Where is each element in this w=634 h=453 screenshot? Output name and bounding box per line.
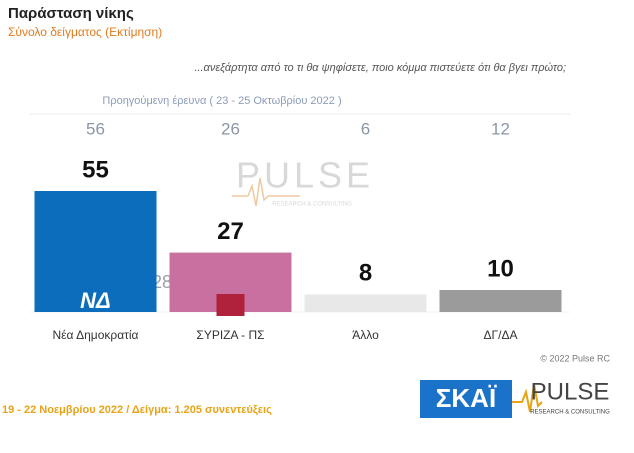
previous-value: 26 bbox=[221, 119, 240, 138]
pollster-logo: PULSE bbox=[531, 378, 610, 405]
x-tick-label: Άλλο bbox=[352, 328, 379, 342]
broadcaster-logo-bg bbox=[420, 380, 512, 418]
x-tick-label: ΣΥΡΙΖΑ - ΠΣ bbox=[196, 328, 264, 342]
question: ...ανεξάρτητα από το τι θα ψηφίσετε, ποι… bbox=[194, 62, 566, 74]
x-tick-label: Νέα Δημοκρατία bbox=[52, 328, 138, 342]
pollster-tagline: RESEARCH & CONSULTING bbox=[530, 410, 610, 416]
bar bbox=[34, 191, 157, 312]
value-label: 8 bbox=[359, 260, 372, 287]
watermark-tagline: RESEARCH & CONSULTING bbox=[272, 202, 352, 208]
bar bbox=[439, 290, 562, 312]
x-tick-label: ΔΓ/ΔΑ bbox=[484, 328, 518, 342]
value-label: 55 bbox=[82, 156, 109, 183]
watermark: PULSE bbox=[236, 155, 374, 196]
annotation: 28 bbox=[152, 272, 172, 292]
party-logo: ΝΔ bbox=[80, 288, 111, 313]
copyright: © 2022 Pulse RC bbox=[540, 353, 610, 363]
value-label: 27 bbox=[217, 218, 244, 245]
pollster-pulse bbox=[512, 383, 543, 413]
bar bbox=[304, 294, 427, 312]
chart-title: Παράσταση νίκης bbox=[8, 5, 134, 22]
watermark-pulse bbox=[232, 177, 300, 207]
previous-value: 6 bbox=[361, 119, 370, 138]
party-logo-2 bbox=[216, 294, 245, 316]
chart-subtitle: Σύνολο δείγματος (Εκτίμηση) bbox=[8, 25, 162, 39]
previous-label: Προηγούμενη έρευνα ( 23 - 25 Οκτωβρίου 2… bbox=[102, 95, 341, 107]
value-label: 10 bbox=[487, 255, 514, 282]
previous-value: 56 bbox=[86, 119, 105, 138]
previous-value: 12 bbox=[491, 119, 510, 138]
footer: 19 - 22 Νοεμβρίου 2022 / Δείγμα: 1.205 σ… bbox=[2, 404, 272, 416]
broadcaster-logo: ΣΚΑΪ bbox=[436, 383, 497, 413]
